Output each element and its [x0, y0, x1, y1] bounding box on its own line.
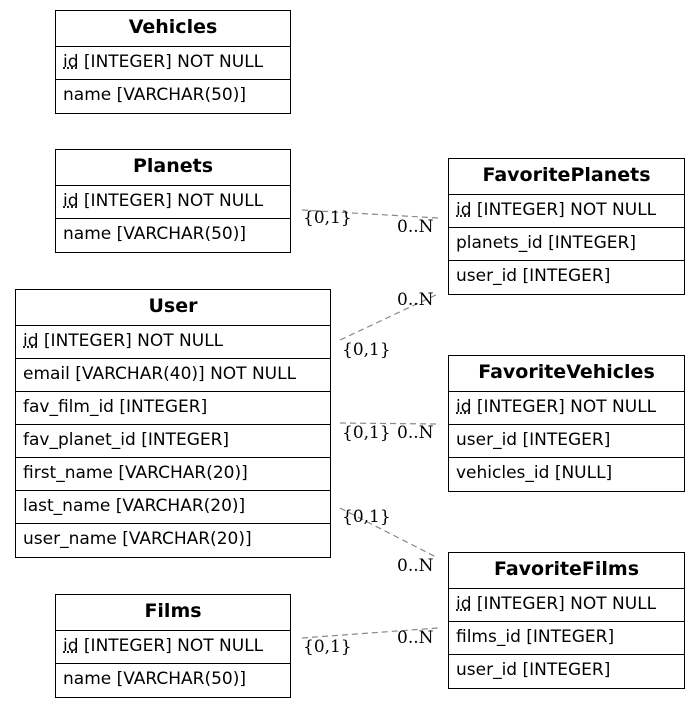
cardinality-from: {0,1}: [342, 507, 391, 527]
column-type: [INTEGER] NOT NULL: [38, 331, 224, 351]
column-last-name: last_name [VARCHAR(20)]: [16, 491, 330, 524]
column-type: [INTEGER] NOT NULL: [78, 636, 264, 656]
pk-name: id: [63, 191, 79, 211]
entity-title: FavoriteFilms: [449, 553, 684, 589]
column-id: id [INTEGER] NOT NULL: [449, 392, 684, 425]
relation-line: [339, 507, 439, 559]
entity-title: FavoritePlanets: [449, 159, 684, 195]
pk-name: id: [456, 200, 472, 220]
column-fav-planet-id: fav_planet_id [INTEGER]: [16, 425, 330, 458]
cardinality-to: 0..N: [397, 217, 434, 237]
column-id: id [INTEGER] NOT NULL: [449, 589, 684, 622]
column-id: id [INTEGER] NOT NULL: [56, 47, 290, 80]
pk-name: id: [63, 52, 79, 72]
column-user-id: user_id [INTEGER]: [449, 425, 684, 458]
entity-title: Vehicles: [56, 11, 290, 47]
pk-name: id: [23, 331, 39, 351]
entity-favorite-vehicles[interactable]: FavoriteVehicles id [INTEGER] NOT NULL u…: [448, 355, 685, 492]
pk-name: id: [63, 636, 79, 656]
column-first-name: first_name [VARCHAR(20)]: [16, 458, 330, 491]
relation-line: [339, 422, 439, 425]
entity-user[interactable]: User id [INTEGER] NOT NULL email [VARCHA…: [15, 289, 331, 558]
cardinality-to: 0..N: [397, 290, 434, 310]
entity-favorite-planets[interactable]: FavoritePlanets id [INTEGER] NOT NULL pl…: [448, 158, 685, 295]
cardinality-from: {0,1}: [303, 637, 352, 657]
column-id: id [INTEGER] NOT NULL: [56, 186, 290, 219]
column-type: [INTEGER] NOT NULL: [471, 200, 657, 220]
column-type: [INTEGER] NOT NULL: [471, 594, 657, 614]
pk-name: id: [456, 594, 472, 614]
column-user-name: user_name [VARCHAR(20)]: [23, 529, 252, 549]
column-name: name [VARCHAR(50)]: [63, 224, 247, 244]
pk-name: id: [456, 397, 472, 417]
column-type: [INTEGER] NOT NULL: [78, 52, 264, 72]
cardinality-to: 0..N: [397, 423, 434, 443]
entity-title: Planets: [56, 150, 290, 186]
column-name: name [VARCHAR(50)]: [63, 669, 247, 689]
column-user-id: user_id [INTEGER]: [456, 660, 611, 680]
relation-user-favoritevehicles: {0,1} 0..N: [339, 422, 439, 443]
relation-line: [301, 627, 439, 639]
relation-user-favoriteplanets: {0,1} 0..N: [339, 290, 439, 360]
cardinality-to: 0..N: [397, 628, 434, 648]
relation-user-favoritefilms: {0,1} 0..N: [339, 507, 439, 576]
entity-films[interactable]: Films id [INTEGER] NOT NULL name [VARCHA…: [55, 594, 291, 698]
relation-line: [339, 293, 439, 341]
column-type: [INTEGER] NOT NULL: [471, 397, 657, 417]
cardinality-from: {0,1}: [303, 208, 352, 228]
column-id: id [INTEGER] NOT NULL: [56, 631, 290, 664]
relation-films-favoritefilms: {0,1} 0..N: [301, 627, 439, 657]
column-id: id [INTEGER] NOT NULL: [16, 326, 330, 359]
column-user-id: user_id [INTEGER]: [456, 266, 611, 286]
column-id: id [INTEGER] NOT NULL: [449, 195, 684, 228]
entity-title: User: [16, 290, 330, 326]
column-email: email [VARCHAR(40)] NOT NULL: [16, 359, 330, 392]
column-films-id: films_id [INTEGER]: [449, 622, 684, 655]
column-vehicles-id: vehicles_id [NULL]: [456, 463, 613, 483]
relation-line: [301, 209, 439, 219]
entity-vehicles[interactable]: Vehicles id [INTEGER] NOT NULL name [VAR…: [55, 10, 291, 114]
column-name: name [VARCHAR(50)]: [63, 85, 247, 105]
column-fav-film-id: fav_film_id [INTEGER]: [16, 392, 330, 425]
cardinality-from: {0,1}: [342, 423, 391, 443]
entity-favorite-films[interactable]: FavoriteFilms id [INTEGER] NOT NULL film…: [448, 552, 685, 689]
entity-title: FavoriteVehicles: [449, 356, 684, 392]
column-type: [INTEGER] NOT NULL: [78, 191, 264, 211]
entity-title: Films: [56, 595, 290, 631]
relation-planets-favoriteplanets: {0,1} 0..N: [301, 208, 439, 237]
cardinality-to: 0..N: [397, 556, 434, 576]
cardinality-from: {0,1}: [342, 340, 391, 360]
column-planets-id: planets_id [INTEGER]: [449, 228, 684, 261]
entity-planets[interactable]: Planets id [INTEGER] NOT NULL name [VARC…: [55, 149, 291, 253]
